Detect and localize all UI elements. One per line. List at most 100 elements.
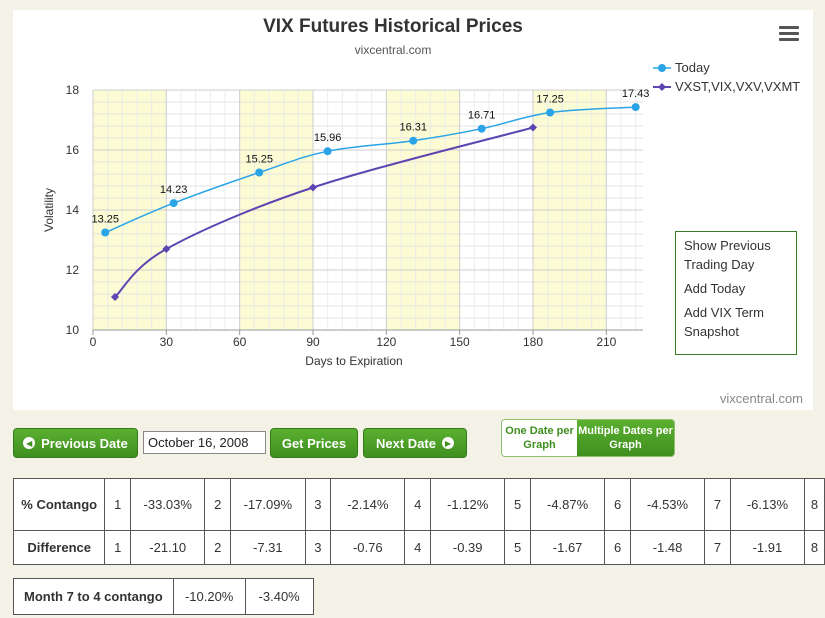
menu-add-today[interactable]: Add Today [684, 281, 746, 296]
menu-show-previous-trading-day[interactable]: Show Previous Trading Day [684, 238, 771, 272]
table-row: Difference 1 -21.10 2 -7.31 3 -0.76 4 -0… [12, 530, 825, 565]
month-7-to-4-value-2: -3.40% [244, 578, 314, 615]
x-tick-label: 210 [596, 335, 616, 349]
month-index: 3 [304, 530, 332, 565]
contango-value: -4.53% [629, 478, 706, 531]
chart-legend: Today VXST,VIX,VXV,VXMT [653, 58, 800, 96]
month-index: 6 [604, 478, 631, 531]
data-point [255, 168, 264, 177]
month-index: 6 [604, 530, 631, 565]
data-point [101, 228, 110, 237]
data-label: 15.25 [245, 154, 273, 166]
difference-value: -0.76 [330, 530, 406, 565]
chart-panel: VIX Futures Historical Prices vixcentral… [13, 10, 813, 410]
chart-subtitle: vixcentral.com [354, 43, 432, 57]
legend-item-vxst[interactable]: VXST,VIX,VXV,VXMT [653, 77, 800, 96]
x-tick-label: 180 [523, 335, 543, 349]
series-line [114, 126, 534, 298]
month-7-to-4-table: Month 7 to 4 contango -10.20% -3.40% [13, 578, 314, 615]
x-tick-label: 150 [450, 335, 470, 349]
data-point [309, 183, 317, 192]
contango-value: -4.87% [529, 478, 606, 531]
one-date-per-graph-option[interactable]: One Date per Graph [502, 420, 577, 456]
legend-item-today[interactable]: Today [653, 58, 800, 77]
hamburger-menu-icon[interactable] [779, 26, 799, 44]
y-tick-label: 14 [66, 203, 80, 217]
contango-value: -33.03% [130, 478, 206, 531]
multiple-dates-per-graph-option[interactable]: Multiple Dates per Graph [577, 420, 674, 456]
month-index: 7 [704, 530, 731, 565]
x-tick-label: 90 [306, 335, 320, 349]
y-tick-label: 10 [66, 323, 80, 337]
row-header-contango: % Contango [12, 478, 106, 531]
difference-value: -1.67 [529, 530, 606, 565]
contango-value: -2.14% [330, 478, 406, 531]
next-date-button[interactable]: Next Date ▶ [363, 428, 467, 458]
data-label: 16.71 [468, 110, 496, 122]
data-point [631, 103, 640, 112]
month-index: 7 [704, 478, 731, 531]
data-label: 13.25 [91, 214, 119, 226]
legend-label-vxst: VXST,VIX,VXV,VXMT [675, 79, 801, 94]
month-index: 5 [504, 478, 531, 531]
data-point [111, 293, 119, 301]
month-index: 8 [804, 530, 825, 565]
difference-value: -7.31 [230, 530, 306, 565]
data-point [546, 108, 555, 117]
chart-title: VIX Futures Historical Prices [263, 16, 523, 37]
data-point [477, 124, 486, 133]
difference-value: -1.91 [729, 530, 806, 565]
chevron-left-icon: ◀ [23, 437, 36, 449]
difference-value: -1.48 [629, 530, 706, 565]
month-index: 4 [404, 478, 432, 531]
get-prices-button[interactable]: Get Prices [270, 428, 358, 458]
table-row: Month 7 to 4 contango -10.20% -3.40% [13, 578, 314, 615]
next-date-label: Next Date [376, 435, 436, 451]
x-tick-label: 0 [90, 335, 97, 349]
contango-value: -1.12% [430, 478, 506, 531]
x-tick-label: 120 [376, 335, 396, 349]
month-7-to-4-label: Month 7 to 4 contango [13, 578, 174, 615]
legend-label-today: Today [675, 60, 710, 75]
chart-context-menu: Show Previous Trading Day Add Today Add … [675, 231, 797, 355]
month-index: 1 [104, 478, 132, 531]
circle-marker-icon [653, 63, 671, 72]
month-index: 3 [304, 478, 332, 531]
y-tick-label: 16 [66, 143, 80, 157]
difference-value: -0.39 [430, 530, 506, 565]
table-row: % Contango 1 -33.03% 2 -17.09% 3 -2.14% … [12, 478, 825, 531]
graph-mode-toggle: One Date per Graph Multiple Dates per Gr… [501, 419, 675, 457]
x-tick-label: 30 [160, 335, 174, 349]
month-index: 1 [104, 530, 132, 565]
data-label: 17.43 [622, 88, 650, 100]
month-index: 2 [204, 530, 232, 565]
data-point [409, 136, 418, 145]
y-tick-label: 18 [66, 83, 80, 97]
previous-date-button[interactable]: ◀ Previous Date [13, 428, 138, 458]
y-axis-title: Volatility [42, 188, 56, 232]
contango-table: % Contango 1 -33.03% 2 -17.09% 3 -2.14% … [12, 478, 825, 565]
diamond-marker-icon [653, 82, 671, 91]
month-index: 2 [204, 478, 232, 531]
x-axis-title: Days to Expiration [305, 354, 402, 368]
y-tick-label: 12 [66, 263, 80, 277]
row-header-difference: Difference [12, 530, 106, 565]
data-label: 16.31 [399, 122, 427, 134]
contango-value: -17.09% [230, 478, 306, 531]
previous-date-label: Previous Date [41, 435, 128, 451]
x-tick-label: 60 [233, 335, 247, 349]
data-point [162, 245, 171, 253]
month-7-to-4-value-1: -10.20% [172, 578, 246, 615]
data-label: 17.25 [536, 94, 564, 106]
date-input[interactable] [143, 431, 266, 454]
chevron-right-icon: ▶ [441, 437, 454, 449]
data-point [323, 147, 332, 156]
data-label: 14.23 [160, 184, 188, 196]
menu-add-vix-term-snapshot[interactable]: Add VIX Term Snapshot [684, 305, 764, 339]
month-index: 8 [804, 478, 825, 531]
chart-credit: vixcentral.com [719, 391, 803, 406]
data-label: 15.96 [314, 132, 342, 144]
get-prices-label: Get Prices [281, 435, 347, 451]
month-index: 4 [404, 530, 432, 565]
